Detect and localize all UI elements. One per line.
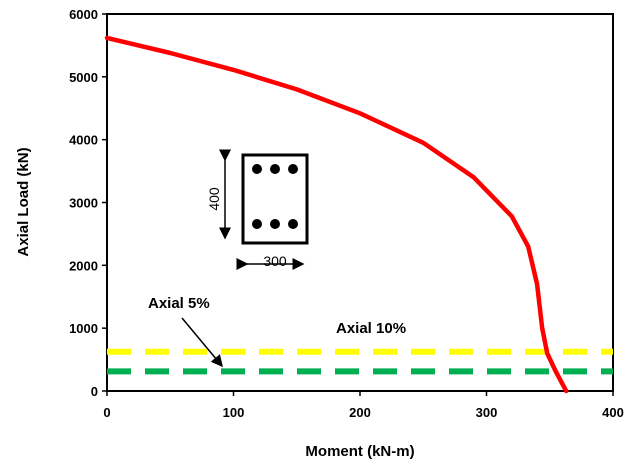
x-axis-title: Moment (kN-m) [305, 443, 414, 460]
x-tick-label: 400 [602, 405, 624, 420]
rebar-dot [288, 219, 298, 229]
annotation-axial-5: Axial 5% [148, 295, 210, 312]
rebar-dot [270, 164, 280, 174]
x-tick-label: 200 [349, 405, 371, 420]
x-tick-label: 0 [103, 405, 110, 420]
series-group [104, 35, 613, 394]
height-dimension-label: 400 [206, 187, 222, 211]
rebar-dot [288, 164, 298, 174]
rebar-dot [252, 219, 262, 229]
y-tick-label: 2000 [69, 258, 98, 273]
rebar-dot [270, 219, 280, 229]
y-tick-label: 1000 [69, 321, 98, 336]
y-tick-label: 5000 [69, 70, 98, 85]
y-tick-label: 6000 [69, 7, 98, 22]
y-tick-label: 4000 [69, 133, 98, 148]
annotation-axial-5-arrow [181, 317, 223, 368]
x-tick-label: 300 [476, 405, 498, 420]
interaction-curve [104, 35, 569, 394]
x-tick-label: 100 [223, 405, 245, 420]
width-dimension-label: 300 [263, 253, 287, 269]
annotation-axial-10: Axial 10% [336, 320, 406, 337]
y-tick-label: 3000 [69, 196, 98, 211]
y-tick-label: 0 [91, 384, 98, 399]
y-axis-title: Axial Load (kN) [15, 147, 32, 256]
y-axis: 0 1000 2000 3000 4000 5000 6000 [69, 7, 107, 399]
rebar-dot [252, 164, 262, 174]
section-sketch: 400 300 [206, 149, 309, 270]
x-axis: 0 100 200 300 400 [103, 391, 624, 420]
